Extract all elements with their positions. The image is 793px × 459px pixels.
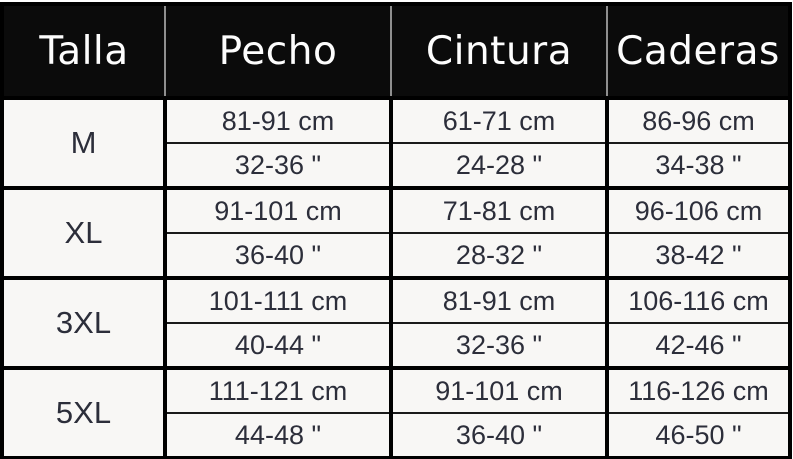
cell-5xl-pecho-in: 44-48 " (163, 413, 393, 458)
column-header-pecho: Pecho (164, 3, 392, 100)
cell-xl-pecho-in: 36-40 " (163, 233, 393, 278)
cell-xl-pecho-cm: 91-101 cm (163, 186, 393, 234)
cell-m-cintura-in: 24-28 " (389, 143, 609, 188)
table-header: Talla Pecho Cintura Caderas (1, 3, 791, 100)
cell-xl-caderas-cm: 96-106 cm (605, 186, 792, 234)
column-header-talla: Talla (1, 3, 166, 100)
cell-5xl-cintura-cm: 91-101 cm (389, 366, 609, 414)
table-body: M 81-91 cm 61-71 cm 86-96 cm 32-36 " 24-… (0, 96, 792, 458)
header-row: Talla Pecho Cintura Caderas (1, 3, 791, 100)
cell-3xl-pecho-in: 40-44 " (163, 323, 393, 368)
cell-m-pecho-in: 32-36 " (163, 143, 393, 188)
table-row: 3XL 101-111 cm 81-91 cm 106-116 cm (0, 276, 792, 368)
cell-size-3xl: 3XL (0, 276, 167, 368)
cell-3xl-caderas-in: 42-46 " (605, 323, 792, 368)
cell-xl-cintura-in: 28-32 " (389, 233, 609, 278)
cell-m-cintura-cm: 61-71 cm (389, 96, 609, 144)
cell-m-caderas-cm: 86-96 cm (605, 96, 792, 144)
table-row: 32-36 " 24-28 " 34-38 " (2, 143, 792, 188)
cell-xl-cintura-cm: 71-81 cm (389, 186, 609, 234)
cell-size-5xl: 5XL (0, 366, 167, 458)
cell-m-caderas-in: 34-38 " (605, 143, 792, 188)
cell-m-pecho-cm: 81-91 cm (163, 96, 393, 144)
cell-5xl-cintura-in: 36-40 " (389, 413, 609, 458)
cell-xl-caderas-in: 38-42 " (605, 233, 792, 278)
cell-3xl-pecho-cm: 101-111 cm (163, 276, 393, 324)
cell-size-m: M (0, 96, 167, 188)
cell-5xl-pecho-cm: 111-121 cm (163, 366, 393, 414)
cell-size-xl: XL (0, 186, 167, 278)
table-row: 40-44 " 32-36 " 42-46 " (2, 323, 792, 368)
cell-5xl-caderas-cm: 116-126 cm (605, 366, 792, 414)
table-row: XL 91-101 cm 71-81 cm 96-106 cm (0, 186, 792, 278)
column-header-caderas: Caderas (606, 3, 791, 100)
table-row: 5XL 111-121 cm 91-101 cm 116-126 cm (0, 366, 792, 458)
table-row: 44-48 " 36-40 " 46-50 " (2, 413, 792, 458)
cell-3xl-caderas-cm: 106-116 cm (605, 276, 792, 324)
column-header-cintura: Cintura (390, 3, 608, 100)
cell-3xl-cintura-cm: 81-91 cm (389, 276, 609, 324)
table-row: M 81-91 cm 61-71 cm 86-96 cm (0, 96, 792, 188)
cell-5xl-caderas-in: 46-50 " (605, 413, 792, 458)
table-row: 36-40 " 28-32 " 38-42 " (2, 233, 792, 278)
cell-3xl-cintura-in: 32-36 " (389, 323, 609, 368)
